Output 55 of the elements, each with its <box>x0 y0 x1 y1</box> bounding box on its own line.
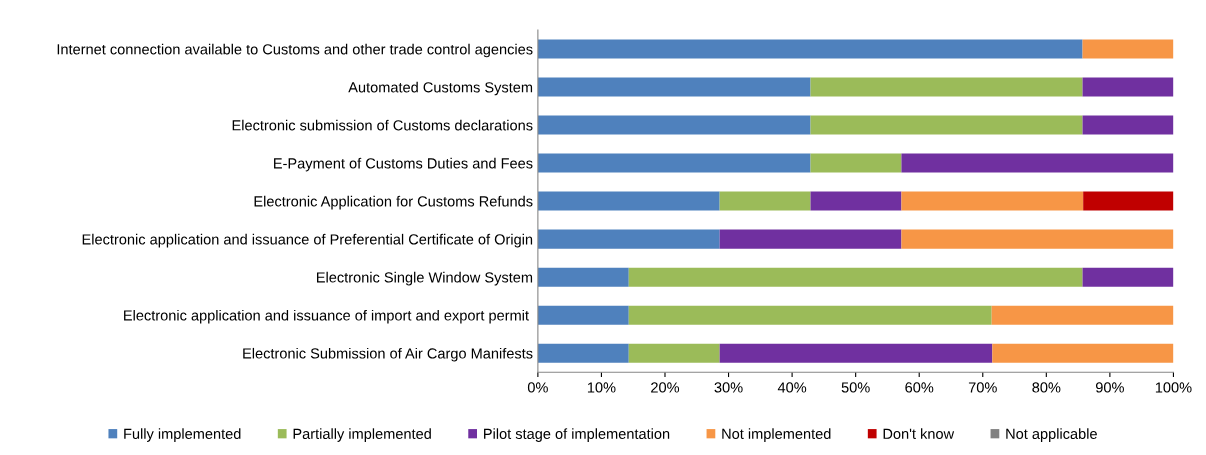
bar <box>810 77 1083 97</box>
bar <box>1083 191 1174 211</box>
x-tick-label: 90% <box>1095 382 1124 393</box>
bar <box>810 153 902 173</box>
x-tick-label: 100% <box>1155 382 1192 393</box>
bar <box>537 39 1083 59</box>
bar <box>1082 77 1174 97</box>
bar <box>719 191 811 211</box>
x-tick-label: 60% <box>905 382 934 393</box>
y-tick-label: Internet connection available to Customs and other trade control agencies <box>57 43 533 58</box>
y-tick-label: Automated Customs System <box>348 81 533 96</box>
x-tick-label: 80% <box>1032 382 1061 393</box>
legend-label: Pilot stage of implementation <box>484 428 670 442</box>
bar <box>901 153 1174 173</box>
x-tick-label: 50% <box>841 382 870 393</box>
x-tick-label: 20% <box>651 382 680 393</box>
y-tick-label: Electronic Application for Customs Refunds <box>254 195 533 210</box>
bar <box>628 305 992 325</box>
legend-label: Not applicable <box>1006 428 1097 442</box>
bar <box>537 305 629 325</box>
bar <box>537 153 811 173</box>
y-tick-label: Electronic Single Window System <box>317 271 533 286</box>
y-tick-label: E-Payment of Customs Duties and Fees <box>274 157 533 172</box>
bar <box>537 229 720 249</box>
bar <box>537 267 629 287</box>
bar <box>991 305 1174 325</box>
bar <box>719 229 902 249</box>
bar <box>901 191 1084 211</box>
y-tick-label: Electronic application and issuance of import and export permit <box>124 309 529 324</box>
y-tick-label: Electronic submission of Customs declarations <box>232 119 533 131</box>
bar <box>1082 267 1174 287</box>
x-tick-label: 70% <box>968 382 997 393</box>
bar <box>992 343 1174 363</box>
bar <box>628 343 720 363</box>
legend-label: Not implemented <box>722 428 831 442</box>
y-tick-label: Electronic Submission of Air Cargo Manifests <box>243 347 533 362</box>
bar <box>719 343 993 363</box>
x-tick-label: 30% <box>714 382 743 393</box>
x-tick-label: 40% <box>777 382 807 393</box>
legend-label: Don't know <box>883 428 955 439</box>
bar <box>810 115 1083 135</box>
bar <box>628 267 1083 287</box>
bar <box>537 191 720 211</box>
bar <box>1082 115 1174 135</box>
bar <box>901 229 1174 249</box>
x-tick-label: 0% <box>527 382 548 393</box>
legend-label: Partially implemented <box>293 428 431 442</box>
x-tick-label: 10% <box>587 382 616 393</box>
bar <box>810 191 902 211</box>
bar <box>537 343 629 363</box>
bar <box>1082 39 1174 59</box>
bar <box>537 115 811 135</box>
legend-label: Fully implemented <box>124 428 241 442</box>
bar <box>537 77 811 97</box>
y-tick-label: Electronic application and issuance of Preferential Certificate of Origin <box>82 233 533 248</box>
